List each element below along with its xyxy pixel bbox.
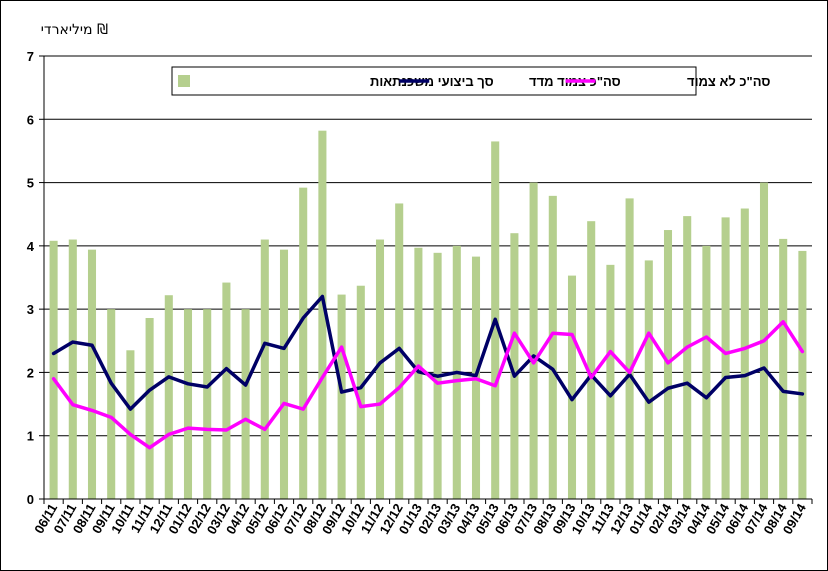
unit-label: מיליארדי ₪	[41, 22, 108, 38]
y-tick-label-3: 3	[27, 302, 34, 317]
bar-11/11	[145, 318, 154, 499]
bar-11/13	[606, 264, 615, 499]
bar-11/12	[375, 239, 385, 499]
bar-07/11	[68, 239, 77, 499]
bar-09/13	[567, 275, 577, 499]
bar-08/13	[548, 195, 557, 499]
bar-03/14	[683, 216, 692, 499]
series-line-2	[51, 320, 805, 450]
legend-swatch-1	[178, 75, 190, 87]
bar-12/13	[625, 198, 634, 499]
y-tick-label-2: 2	[27, 365, 34, 380]
bar-08/11	[87, 249, 97, 499]
bar-02/12	[203, 309, 212, 499]
bar-06/14	[740, 208, 749, 500]
bar-10/12	[356, 285, 365, 499]
bar-01/14	[644, 260, 653, 499]
bar-08/14	[779, 238, 788, 499]
legend-label-1: סך ביצועי משכנתאות	[370, 74, 494, 89]
bar-03/12	[222, 282, 231, 499]
y-tick-labels: 0 1 2 3 4 5 6 7	[27, 49, 35, 507]
bar-07/12	[299, 187, 308, 500]
y-tick-label-4: 4	[27, 239, 35, 254]
bar-07/13	[529, 182, 538, 500]
axes	[39, 55, 813, 504]
bar-04/14	[702, 245, 711, 499]
bar-05/12	[260, 239, 269, 499]
y-tick-label-7: 7	[27, 49, 34, 64]
x-tick-labels: 06/1107/1108/1109/1110/1111/1112/1101/12…	[31, 500, 809, 536]
legend-label-3: סה"כ לא צמוד	[687, 74, 770, 89]
y-tick-label-5: 5	[27, 176, 34, 191]
bar-04/12	[241, 309, 250, 499]
bar-10/11	[126, 350, 135, 499]
bar-05/14	[721, 217, 730, 499]
bar-12/11	[164, 295, 173, 499]
bar-09/12	[337, 294, 346, 499]
y-tick-label-6: 6	[27, 112, 34, 127]
bar-06/12	[279, 249, 289, 499]
bar-06/13	[510, 233, 519, 499]
bar-10/13	[587, 221, 596, 499]
bar-06/11	[49, 240, 58, 499]
y-tick-label-1: 1	[27, 429, 34, 444]
bar-09/11	[107, 309, 116, 499]
line-series	[51, 294, 805, 450]
legend-box	[171, 66, 697, 96]
bar-09/14	[798, 250, 807, 499]
bar-08/12	[318, 130, 327, 500]
bar-12/12	[395, 203, 404, 499]
y-tick-label-0: 0	[27, 492, 34, 507]
bar-series	[49, 130, 807, 500]
bar-01/12	[183, 309, 193, 499]
grid	[44, 55, 812, 437]
